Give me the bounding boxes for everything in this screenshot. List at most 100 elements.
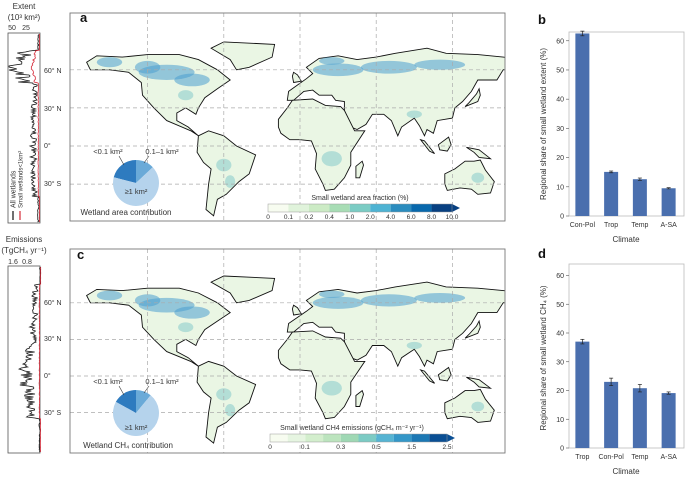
colorbar-bin (429, 434, 447, 442)
pie-slice (113, 167, 160, 207)
map-frame (69, 12, 506, 222)
bar-con-pol (575, 33, 590, 217)
wetland-hotspot (360, 294, 417, 307)
y-tick-label: 50 (556, 302, 564, 309)
bar-con-pol (604, 381, 619, 448)
wetland-hotspot (178, 90, 194, 101)
pie-slice (113, 395, 160, 436)
y-tick-label: 30 (556, 359, 564, 366)
colorbar-tick-label: 0.1 (284, 214, 293, 221)
pie-leader-line (143, 155, 150, 164)
landmass-new-zealand (511, 419, 526, 432)
landmass-new-guinea (466, 146, 493, 160)
colorbar-extend-arrow (447, 434, 455, 442)
wetland-hotspot (319, 57, 345, 65)
pie-a-caption: Wetland area contribution (80, 208, 171, 217)
colorbar-bin (323, 434, 341, 442)
colorbar-tick-label: 2.5 (442, 444, 451, 451)
colorbar-bin (390, 204, 412, 212)
colorbar-frame (267, 203, 453, 213)
landmass-borneo (437, 366, 452, 382)
y-tick-label: 30 (556, 126, 564, 133)
map-small-wetland-area (69, 12, 526, 222)
colorbar-area-title: Small wetland area fraction (%) (311, 195, 408, 202)
profile-line-all-wetlands (8, 33, 40, 223)
landmass-japan (464, 319, 481, 339)
colorbar-tick-label: 0 (268, 444, 272, 451)
extent-title: Extent (13, 2, 36, 11)
landmass-new-zealand (511, 190, 526, 204)
colorbar-bin (308, 204, 330, 212)
pie-area-contribution (113, 155, 160, 207)
panel-label-d: d (538, 246, 546, 261)
x-tick-label: Temp (631, 222, 648, 229)
wetland-hotspot (319, 290, 345, 298)
wetland-hotspot (178, 322, 194, 333)
bar-temp (632, 179, 647, 216)
bar-trop (575, 341, 590, 448)
plot-frame (568, 31, 685, 217)
lat-label-60n: 60° N (44, 67, 62, 75)
emissions-profile: Emissions (TgCH₄ yr⁻¹) 1.6 0.8 60° N 30°… (1, 235, 62, 454)
wetland-hotspot (360, 60, 417, 74)
y-tick-label: 0 (560, 446, 564, 453)
extent-profile: Extent (10³ km²) 50 25 All wetlands Smal… (7, 2, 62, 224)
x-tick-label: Con-Pol (598, 454, 624, 461)
colorbar-ch4: Small wetland CH4 emissions (gCH₄ m⁻² yr… (268, 425, 455, 451)
wetland-hotspot (471, 172, 485, 183)
lat-label-30n: 30° N (44, 105, 62, 113)
emissions-tick-1.6: 1.6 (8, 259, 18, 266)
lat-label-eq: 0° (44, 372, 51, 380)
extent-unit: (10³ km²) (8, 13, 41, 22)
pie-slice (136, 390, 151, 413)
emissions-title: Emissions (6, 235, 42, 244)
x-tick-label: Con-Pol (570, 222, 596, 229)
x-tick-label: Temp (631, 454, 648, 461)
extent-tick-50: 50 (8, 25, 16, 32)
wetland-hotspot (471, 401, 485, 412)
colorbar-ch4-title: Small wetland CH4 emissions (gCH₄ m⁻² yr… (280, 425, 424, 432)
bar-d-ylabel: Regional share of small wetland CH₄ (%) (539, 285, 548, 430)
colorbar-tick-label: 8.0 (427, 214, 436, 221)
wetland-hotspot (225, 404, 236, 417)
map-content (70, 13, 526, 221)
wetland-hotspot (174, 306, 210, 319)
wetland-hotspot (406, 110, 422, 119)
colorbar-bin (268, 204, 289, 212)
landmass-sumatra (419, 369, 435, 384)
lat-label-60n: 60° N (44, 299, 62, 307)
x-tick-label: Trop (604, 222, 618, 229)
pie-a-label-large: ≥1 km² (125, 187, 148, 196)
y-tick-label: 40 (556, 97, 564, 104)
colorbar-tick-label: 0.1 (301, 444, 310, 451)
colorbar-extend-arrow (452, 204, 460, 212)
y-tick-label: 20 (556, 388, 564, 395)
landmass-australia (444, 388, 495, 423)
landmass-japan (464, 87, 481, 108)
pie-leader-line (118, 155, 125, 166)
colorbar-bin (287, 434, 306, 442)
colorbar-bin (370, 204, 391, 212)
legend-small-label: Small wetlands<1km² (19, 151, 25, 208)
colorbar-tick-label: 6.0 (407, 214, 416, 221)
colorbar-tick-label: 4.0 (386, 214, 395, 221)
pie-c-caption: Wetland CH₄ contribution (83, 441, 173, 450)
x-tick-label: A-SA (660, 454, 677, 461)
colorbar-tick-label: 0.4 (325, 214, 334, 221)
bar-trop (604, 171, 619, 216)
colorbar-bin (431, 204, 452, 212)
panel-label-c: c (77, 247, 84, 262)
colorbar-tick-label: 0 (266, 214, 270, 221)
profile-line-small-wetlands (30, 33, 40, 223)
colorbar-bin (329, 204, 350, 212)
extent-profile-frame (7, 32, 41, 224)
colorbar-tick-label: 0.3 (336, 444, 345, 451)
x-tick-label: A-SA (660, 222, 677, 229)
pie-a-label-mid: 0.1–1 km² (145, 147, 179, 156)
y-tick-label: 40 (556, 331, 564, 338)
wetland-hotspot (216, 158, 232, 172)
colorbar-bin (411, 204, 432, 212)
bar-chart-ch4: 0 10 20 30 40 50 60 Trop Con-Pol Temp A-SA (556, 263, 685, 461)
wetland-hotspot (321, 151, 342, 167)
